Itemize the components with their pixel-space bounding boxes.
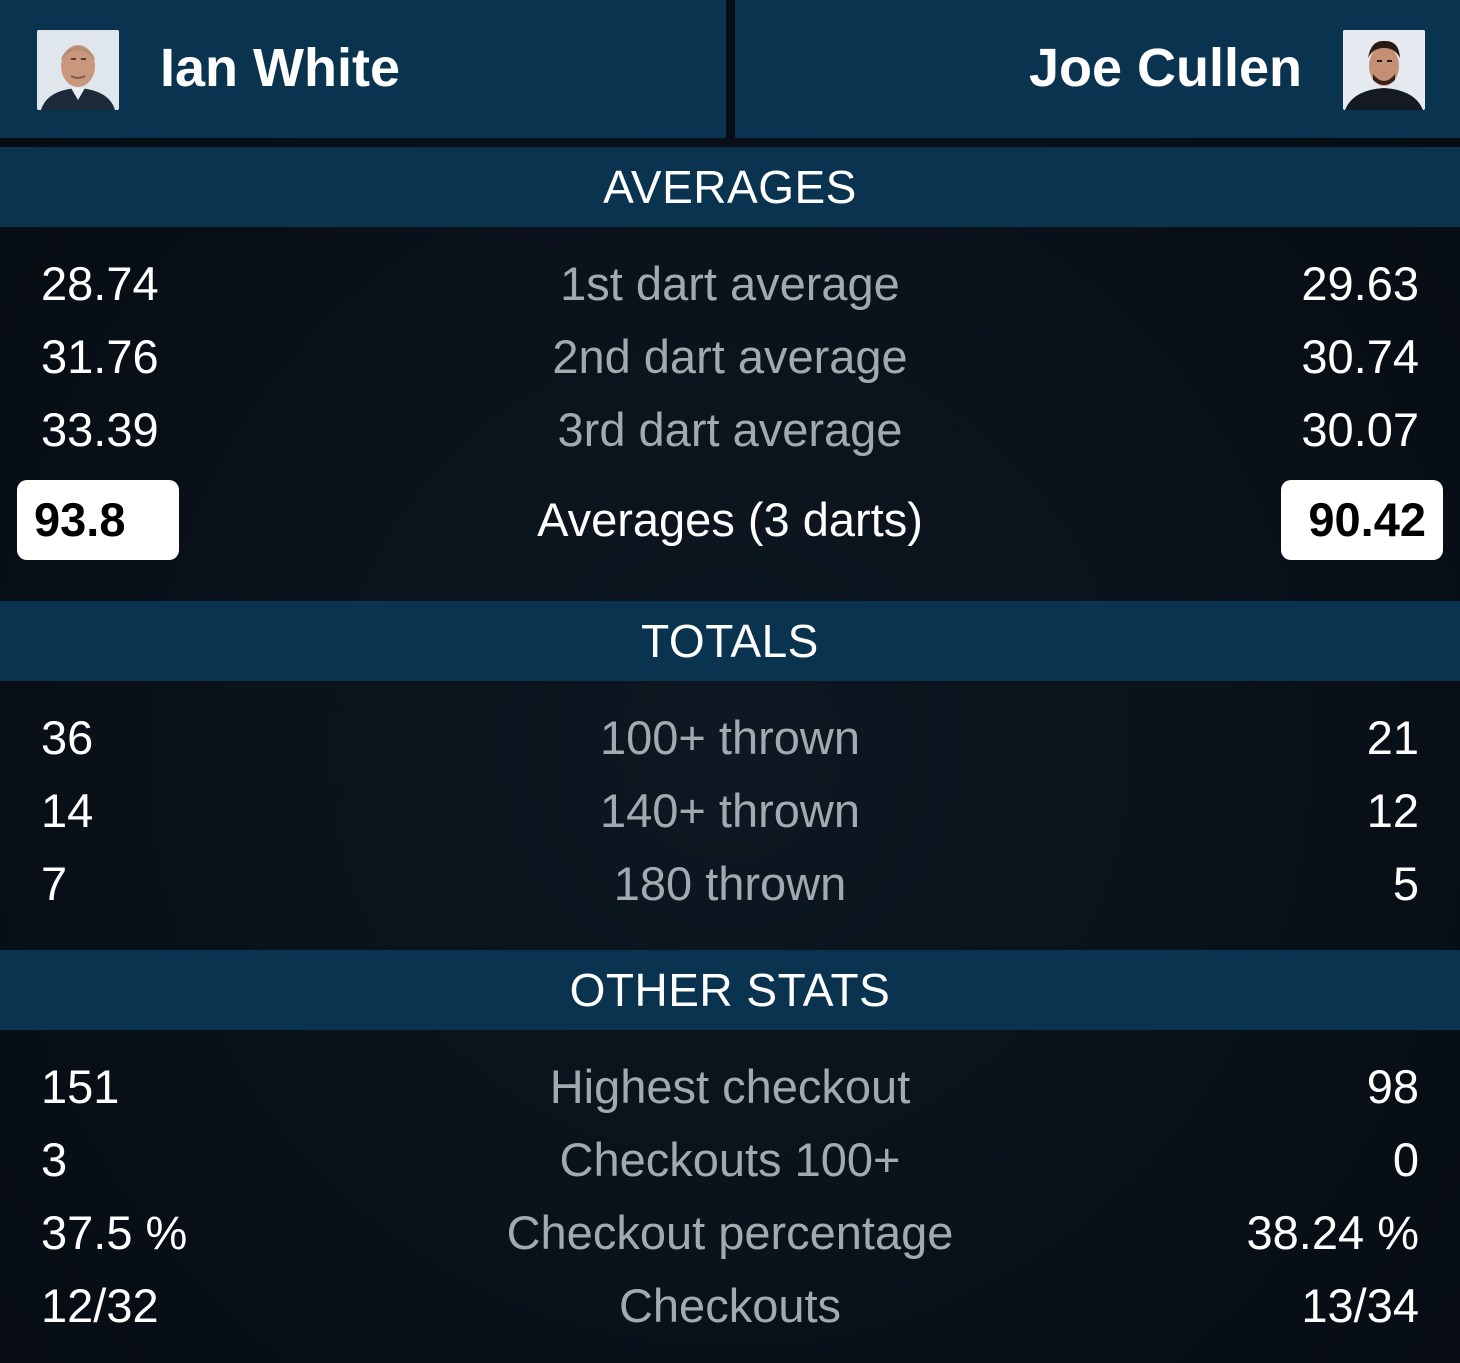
player-panel-left[interactable]: Ian White: [0, 0, 726, 138]
stat-label: 140+ thrown: [600, 784, 860, 837]
stat-value-left: 31.76: [41, 330, 159, 383]
stat-label: Checkouts 100+: [559, 1133, 901, 1186]
stat-value-right: 90.42: [1308, 493, 1426, 546]
stat-value-left: 12/32: [41, 1279, 159, 1332]
stat-value-left: 14: [41, 784, 94, 837]
stat-row-checkouts-100: 3 Checkouts 100+ 0: [0, 1123, 1460, 1196]
player-photo-icon: [1343, 30, 1425, 110]
stat-row-100-thrown: 36 100+ thrown 21: [0, 701, 1460, 774]
section-header-averages: AVERAGES: [0, 147, 1460, 227]
section-header-totals: TOTALS: [0, 601, 1460, 681]
player-panel-right[interactable]: Joe Cullen: [735, 0, 1460, 138]
average-badge-left: 93.8: [17, 480, 179, 560]
stat-value-left: 151: [41, 1060, 120, 1113]
player-header: Ian White Joe Cullen: [0, 0, 1460, 138]
stat-row-2nd-dart-average: 31.76 2nd dart average 30.74: [0, 320, 1460, 393]
stat-value-left: 33.39: [41, 403, 159, 456]
stat-value-right: 29.63: [1301, 257, 1419, 310]
stat-row-140-thrown: 14 140+ thrown 12: [0, 774, 1460, 847]
stat-value-right: 98: [1366, 1060, 1419, 1113]
stat-value-left: 3: [41, 1133, 68, 1186]
stat-value-left: 36: [41, 711, 94, 764]
stat-value-right: 30.07: [1301, 403, 1419, 456]
stat-row-3rd-dart-average: 33.39 3rd dart average 30.07: [0, 393, 1460, 466]
section-header-other-stats: OTHER STATS: [0, 950, 1460, 1030]
stat-value-right: 12: [1366, 784, 1419, 837]
player-name-left: Ian White: [160, 38, 400, 98]
stat-value-right: 38.24 %: [1246, 1206, 1419, 1259]
stat-value-left: 7: [41, 857, 68, 910]
stat-label: 180 thrown: [613, 857, 847, 910]
stat-label: 2nd dart average: [552, 330, 908, 383]
stat-label: Averages (3 darts): [537, 493, 923, 546]
average-badge-right: 90.42: [1281, 480, 1443, 560]
stat-value-right: 0: [1392, 1133, 1419, 1186]
stat-label: 100+ thrown: [600, 711, 860, 764]
player-photo-icon: [37, 30, 119, 110]
stat-label: 1st dart average: [560, 257, 900, 310]
stat-row-checkout-percentage: 37.5 % Checkout percentage 38.24 %: [0, 1196, 1460, 1269]
stat-label: 3rd dart average: [557, 403, 903, 456]
stat-value-right: 13/34: [1301, 1279, 1419, 1332]
stat-row-1st-dart-average: 28.74 1st dart average 29.63: [0, 247, 1460, 320]
stat-row-3-dart-average: 93.8 Averages (3 darts) 90.42: [0, 480, 1460, 560]
stat-label: Checkout percentage: [506, 1206, 954, 1259]
stat-row-highest-checkout: 151 Highest checkout 98: [0, 1050, 1460, 1123]
stat-value-left: 93.8: [34, 493, 126, 546]
stat-value-right: 5: [1392, 857, 1419, 910]
stat-value-left: 28.74: [41, 257, 159, 310]
stat-value-right: 30.74: [1301, 330, 1419, 383]
stat-row-checkouts: 12/32 Checkouts 13/34: [0, 1269, 1460, 1342]
stat-label: Highest checkout: [549, 1060, 911, 1113]
player-name-right: Joe Cullen: [1028, 38, 1302, 98]
stat-value-right: 21: [1366, 711, 1419, 764]
stat-row-180-thrown: 7 180 thrown 5: [0, 847, 1460, 920]
stat-label: Checkouts: [618, 1279, 842, 1332]
stat-value-left: 37.5 %: [41, 1206, 188, 1259]
